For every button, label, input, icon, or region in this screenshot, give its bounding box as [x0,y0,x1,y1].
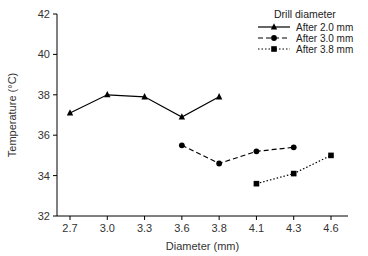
y-tick-label: 38 [38,89,50,101]
x-tick-label: 4.6 [323,222,338,234]
series-line [182,145,294,163]
x-tick-label: 3.6 [174,222,189,234]
x-tick-label: 3.8 [211,222,226,234]
y-tick [53,54,57,55]
y-tick-label: 34 [38,170,50,182]
x-axis-label: Diameter (mm) [166,240,239,252]
legend: Drill diameter After 2.0 mmAfter 3.0 mmAf… [258,8,353,55]
y-tick [53,175,57,176]
y-tick [53,94,57,95]
series-line [256,155,331,183]
legend-marker [271,46,277,52]
y-tick [53,14,57,15]
y-tick-label: 32 [38,210,50,222]
x-tick-label: 2.7 [62,222,77,234]
legend-label: After 3.8 mm [296,44,353,55]
point [328,153,334,159]
y-tick-label: 40 [38,48,50,60]
y-tick-label: 42 [38,8,50,20]
x-tick [70,216,71,220]
chart: 32 34 36 38 40 42 2.7 3.0 3.3 3.6 3.8 4.1 4.3 4.6 Diam… [0,0,368,256]
legend-marker [271,35,277,41]
point [254,181,260,187]
y-tick [53,135,57,136]
x-tick [331,216,332,220]
x-tick [256,216,257,220]
x-tick-label: 4.1 [249,222,264,234]
legend-label: After 3.0 mm [296,33,353,44]
x-tick [107,216,108,220]
point [291,144,297,150]
x-tick [293,216,294,220]
y-tick [53,216,57,217]
y-axis-label: Temperature (°C) [6,73,18,157]
point [216,93,222,99]
x-tick-label: 3.0 [100,222,115,234]
point [179,142,185,148]
point [141,93,147,99]
x-tick [219,216,220,220]
point [291,171,297,177]
y-tick-label: 36 [38,129,50,141]
point [104,91,110,97]
x-tick [144,216,145,220]
point [67,109,73,115]
legend-marker [271,23,277,29]
point [254,148,260,154]
x-tick-label: 3.3 [137,222,152,234]
point [216,161,222,167]
x-tick-label: 4.3 [286,222,301,234]
legend-title: Drill diameter [274,8,336,20]
legend-label: After 2.0 mm [296,22,353,33]
x-tick [181,216,182,220]
plot-area [67,91,334,186]
point [179,113,185,119]
y-axis [57,14,58,216]
x-axis [57,216,348,217]
